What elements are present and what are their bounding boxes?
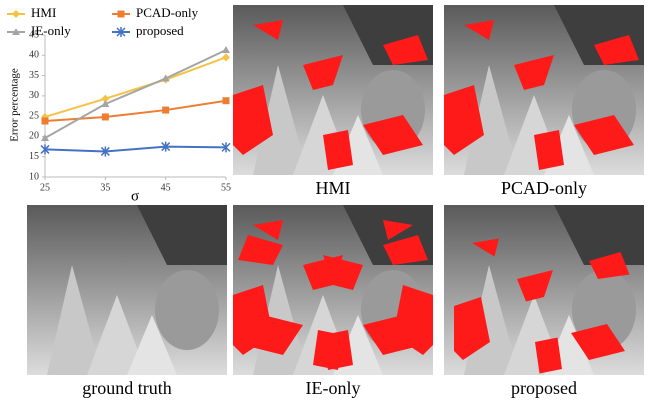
x-tick-label: 45 <box>161 182 171 193</box>
marker <box>102 113 109 120</box>
y-tick-label: 15 <box>29 151 39 162</box>
marker <box>42 118 49 125</box>
caption: proposed <box>511 378 577 398</box>
y-tick-label: 35 <box>29 70 39 81</box>
x-axis-label: σ <box>131 188 139 204</box>
marker <box>223 97 230 104</box>
image-ie <box>233 205 433 375</box>
caption: IE-only <box>306 378 361 398</box>
image-hmi <box>233 5 433 175</box>
marker <box>222 53 230 61</box>
legend-label: HMI <box>31 5 56 20</box>
legend-marker <box>12 10 20 18</box>
series-line <box>45 147 226 152</box>
series-line <box>45 50 226 138</box>
marker <box>222 46 230 53</box>
legend-marker <box>118 11 125 18</box>
caption: ground truth <box>82 378 172 398</box>
image-pcad <box>444 5 644 175</box>
x-tick-label: 25 <box>40 182 50 193</box>
marker <box>162 107 169 114</box>
y-tick-label: 25 <box>29 110 39 121</box>
legend-label: PCAD-only <box>136 5 199 20</box>
image-proposed <box>444 205 644 375</box>
image-ground-truth <box>27 205 227 375</box>
image-panels: HMI PCAD-only ground truth IE-only propo… <box>27 5 644 398</box>
y-tick-label: 10 <box>29 171 39 182</box>
y-axis-label: Error percentage <box>9 68 21 142</box>
x-tick-label: 35 <box>100 182 110 193</box>
x-tick-label: 55 <box>221 182 231 193</box>
y-tick-label: 30 <box>29 90 39 101</box>
legend-label: proposed <box>136 23 184 38</box>
figure: Error percentage σ 101520253035404525354… <box>0 0 648 401</box>
y-tick-label: 20 <box>29 131 39 142</box>
caption: PCAD-only <box>501 178 587 198</box>
caption: HMI <box>316 178 351 198</box>
series-line <box>45 101 226 121</box>
y-tick-label: 40 <box>29 50 39 61</box>
series-line <box>45 57 226 117</box>
legend-label: IE-only <box>31 23 71 38</box>
